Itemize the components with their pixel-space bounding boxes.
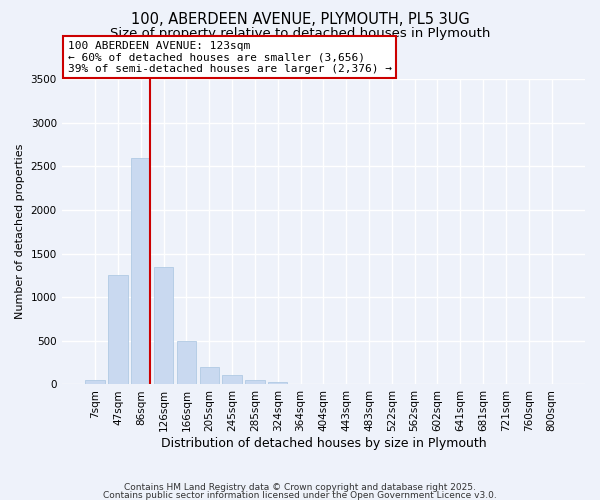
Bar (131, 158, 151, 384)
Bar (108, 276, 128, 384)
Y-axis label: Number of detached properties: Number of detached properties (15, 144, 25, 320)
Bar (85, 380, 105, 384)
Text: Size of property relative to detached houses in Plymouth: Size of property relative to detached ho… (110, 28, 490, 40)
Bar (177, 341, 196, 384)
Bar (154, 266, 173, 384)
Bar (200, 367, 219, 384)
Text: 100 ABERDEEN AVENUE: 123sqm
← 60% of detached houses are smaller (3,656)
39% of : 100 ABERDEEN AVENUE: 123sqm ← 60% of det… (68, 41, 392, 74)
Text: 100, ABERDEEN AVENUE, PLYMOUTH, PL5 3UG: 100, ABERDEEN AVENUE, PLYMOUTH, PL5 3UG (131, 12, 469, 28)
X-axis label: Distribution of detached houses by size in Plymouth: Distribution of detached houses by size … (161, 437, 486, 450)
Bar (245, 380, 265, 384)
Text: Contains HM Land Registry data © Crown copyright and database right 2025.: Contains HM Land Registry data © Crown c… (124, 483, 476, 492)
Bar (223, 375, 242, 384)
Text: Contains public sector information licensed under the Open Government Licence v3: Contains public sector information licen… (103, 492, 497, 500)
Bar (268, 382, 287, 384)
